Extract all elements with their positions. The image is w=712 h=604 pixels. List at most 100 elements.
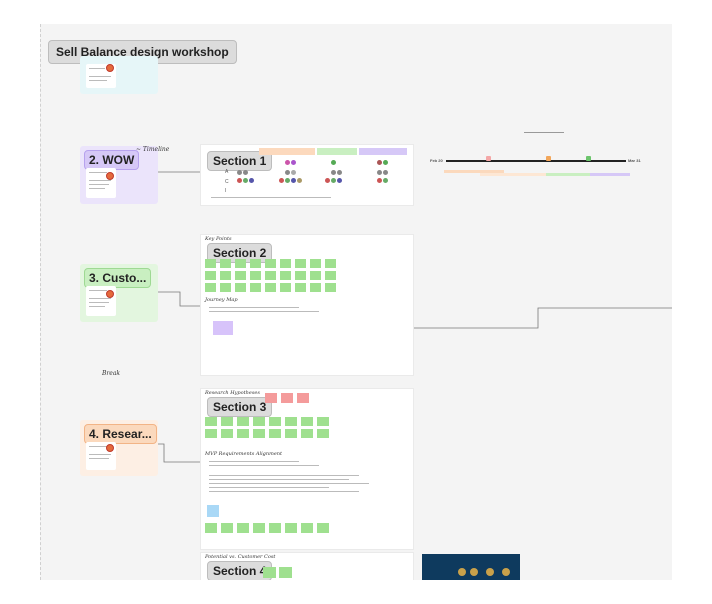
section3-heading: Research Hypotheses bbox=[205, 390, 260, 396]
sticky-note[interactable] bbox=[325, 259, 336, 268]
sticky-note[interactable] bbox=[237, 523, 249, 533]
timeline-bar-purple bbox=[590, 173, 630, 176]
milestone-marker[interactable] bbox=[486, 156, 491, 161]
sticky-note[interactable] bbox=[295, 271, 306, 280]
section-frame-1[interactable]: Section 1 A C I bbox=[200, 144, 414, 206]
sticky-note[interactable] bbox=[301, 417, 313, 426]
sticky-note[interactable] bbox=[281, 393, 293, 403]
sticky-note[interactable] bbox=[253, 523, 265, 533]
sticky-note[interactable] bbox=[310, 283, 321, 292]
section1-header-orange bbox=[259, 148, 315, 155]
sticky-note-green[interactable] bbox=[279, 567, 292, 578]
sticky-note[interactable] bbox=[310, 271, 321, 280]
sticky-note[interactable] bbox=[285, 417, 297, 426]
sticky-note[interactable] bbox=[325, 271, 336, 280]
section-label-4[interactable]: Section 4 bbox=[207, 561, 273, 580]
sticky-note[interactable] bbox=[301, 523, 313, 533]
section-label-2[interactable]: Section 2 bbox=[207, 243, 273, 263]
stage-label-research[interactable]: 4. Resear... bbox=[84, 424, 157, 444]
journey-note-line bbox=[209, 311, 319, 312]
sticky-note[interactable] bbox=[317, 429, 329, 438]
sticky-note[interactable] bbox=[265, 283, 276, 292]
vote-dot bbox=[377, 170, 382, 175]
sticky-note[interactable] bbox=[295, 259, 306, 268]
requirements-line bbox=[209, 483, 369, 484]
section-frame-2[interactable]: Key Points Section 2 Journey Map bbox=[200, 234, 414, 376]
vote-dot bbox=[331, 178, 336, 183]
sticky-note[interactable] bbox=[285, 429, 297, 438]
section4-heading: Potential vs. Customer Cost bbox=[205, 554, 276, 560]
milestone-marker[interactable] bbox=[586, 156, 591, 161]
sticky-note[interactable] bbox=[235, 259, 246, 268]
timeline-start-label: Feb 20 bbox=[430, 158, 443, 163]
row-label-c: C bbox=[225, 179, 229, 185]
sticky-note[interactable] bbox=[280, 271, 291, 280]
vote-dot bbox=[331, 170, 336, 175]
sticky-note-green[interactable] bbox=[263, 567, 276, 578]
sticky-note[interactable] bbox=[280, 259, 291, 268]
vote-dot bbox=[279, 178, 284, 183]
sticky-note[interactable] bbox=[205, 417, 217, 426]
requirements-line bbox=[209, 475, 359, 476]
sticky-note[interactable] bbox=[253, 417, 265, 426]
stamp-icon bbox=[106, 444, 114, 452]
sticky-note[interactable] bbox=[205, 259, 216, 268]
sticky-note[interactable] bbox=[250, 259, 261, 268]
sticky-note[interactable] bbox=[205, 523, 217, 533]
requirements-line bbox=[209, 465, 319, 466]
section-label-1[interactable]: Section 1 bbox=[207, 151, 273, 171]
section-frame-3[interactable]: Research Hypotheses Section 3 MVP Requir… bbox=[200, 388, 414, 550]
stage-frame-top[interactable] bbox=[80, 56, 158, 94]
sticky-note[interactable] bbox=[301, 429, 313, 438]
sticky-note[interactable] bbox=[265, 259, 276, 268]
stage-frame-research[interactable]: 4. Resear... bbox=[80, 420, 158, 476]
section-label-3[interactable]: Section 3 bbox=[207, 397, 273, 417]
avatar-icon bbox=[458, 568, 466, 576]
sticky-note[interactable] bbox=[205, 271, 216, 280]
timeline-widget[interactable]: Feb 20 Mar 31 bbox=[430, 128, 641, 184]
sticky-note[interactable] bbox=[265, 271, 276, 280]
sticky-note[interactable] bbox=[280, 283, 291, 292]
timeline-heading-script: ~ Timeline bbox=[136, 146, 170, 153]
sticky-note[interactable] bbox=[310, 259, 321, 268]
sticky-note[interactable] bbox=[295, 283, 306, 292]
sticky-note[interactable] bbox=[221, 417, 233, 426]
pain-points-heading: Key Points bbox=[205, 236, 232, 242]
milestone-marker[interactable] bbox=[546, 156, 551, 161]
sticky-note[interactable] bbox=[250, 271, 261, 280]
sticky-note[interactable] bbox=[221, 523, 233, 533]
sticky-note[interactable] bbox=[285, 523, 297, 533]
sticky-note[interactable] bbox=[235, 283, 246, 292]
sticky-note[interactable] bbox=[253, 429, 265, 438]
sticky-note[interactable] bbox=[269, 417, 281, 426]
sticky-note[interactable] bbox=[269, 429, 281, 438]
sticky-note-blue[interactable] bbox=[207, 505, 219, 517]
sticky-note[interactable] bbox=[325, 283, 336, 292]
vote-dot bbox=[331, 160, 336, 165]
sticky-note[interactable] bbox=[235, 271, 246, 280]
whiteboard-canvas[interactable]: Sell Balance design workshop 2. WOW ~ Ti… bbox=[40, 24, 672, 580]
sticky-note[interactable] bbox=[205, 283, 216, 292]
sticky-note[interactable] bbox=[317, 523, 329, 533]
sticky-note[interactable] bbox=[237, 417, 249, 426]
footnote-line bbox=[211, 197, 331, 198]
sticky-note[interactable] bbox=[237, 429, 249, 438]
stamp-icon bbox=[106, 64, 114, 72]
stage-label-customer[interactable]: 3. Custo... bbox=[84, 268, 152, 288]
stage-frame-customer[interactable]: 3. Custo... bbox=[80, 264, 158, 322]
sticky-note[interactable] bbox=[297, 393, 309, 403]
section-frame-4[interactable]: Potential vs. Customer Cost Section 4 bbox=[200, 552, 414, 580]
sticky-note-purple[interactable] bbox=[213, 321, 233, 335]
sticky-note[interactable] bbox=[220, 271, 231, 280]
stage-frame-wow[interactable]: 2. WOW bbox=[80, 146, 158, 204]
sticky-note[interactable] bbox=[317, 417, 329, 426]
sticky-note[interactable] bbox=[269, 523, 281, 533]
dark-preview-widget[interactable] bbox=[422, 554, 520, 580]
sticky-note[interactable] bbox=[205, 429, 217, 438]
sticky-note[interactable] bbox=[250, 283, 261, 292]
sticky-note[interactable] bbox=[220, 283, 231, 292]
sticky-note[interactable] bbox=[221, 429, 233, 438]
vote-dot bbox=[291, 160, 296, 165]
sticky-note[interactable] bbox=[265, 393, 277, 403]
sticky-note[interactable] bbox=[220, 259, 231, 268]
